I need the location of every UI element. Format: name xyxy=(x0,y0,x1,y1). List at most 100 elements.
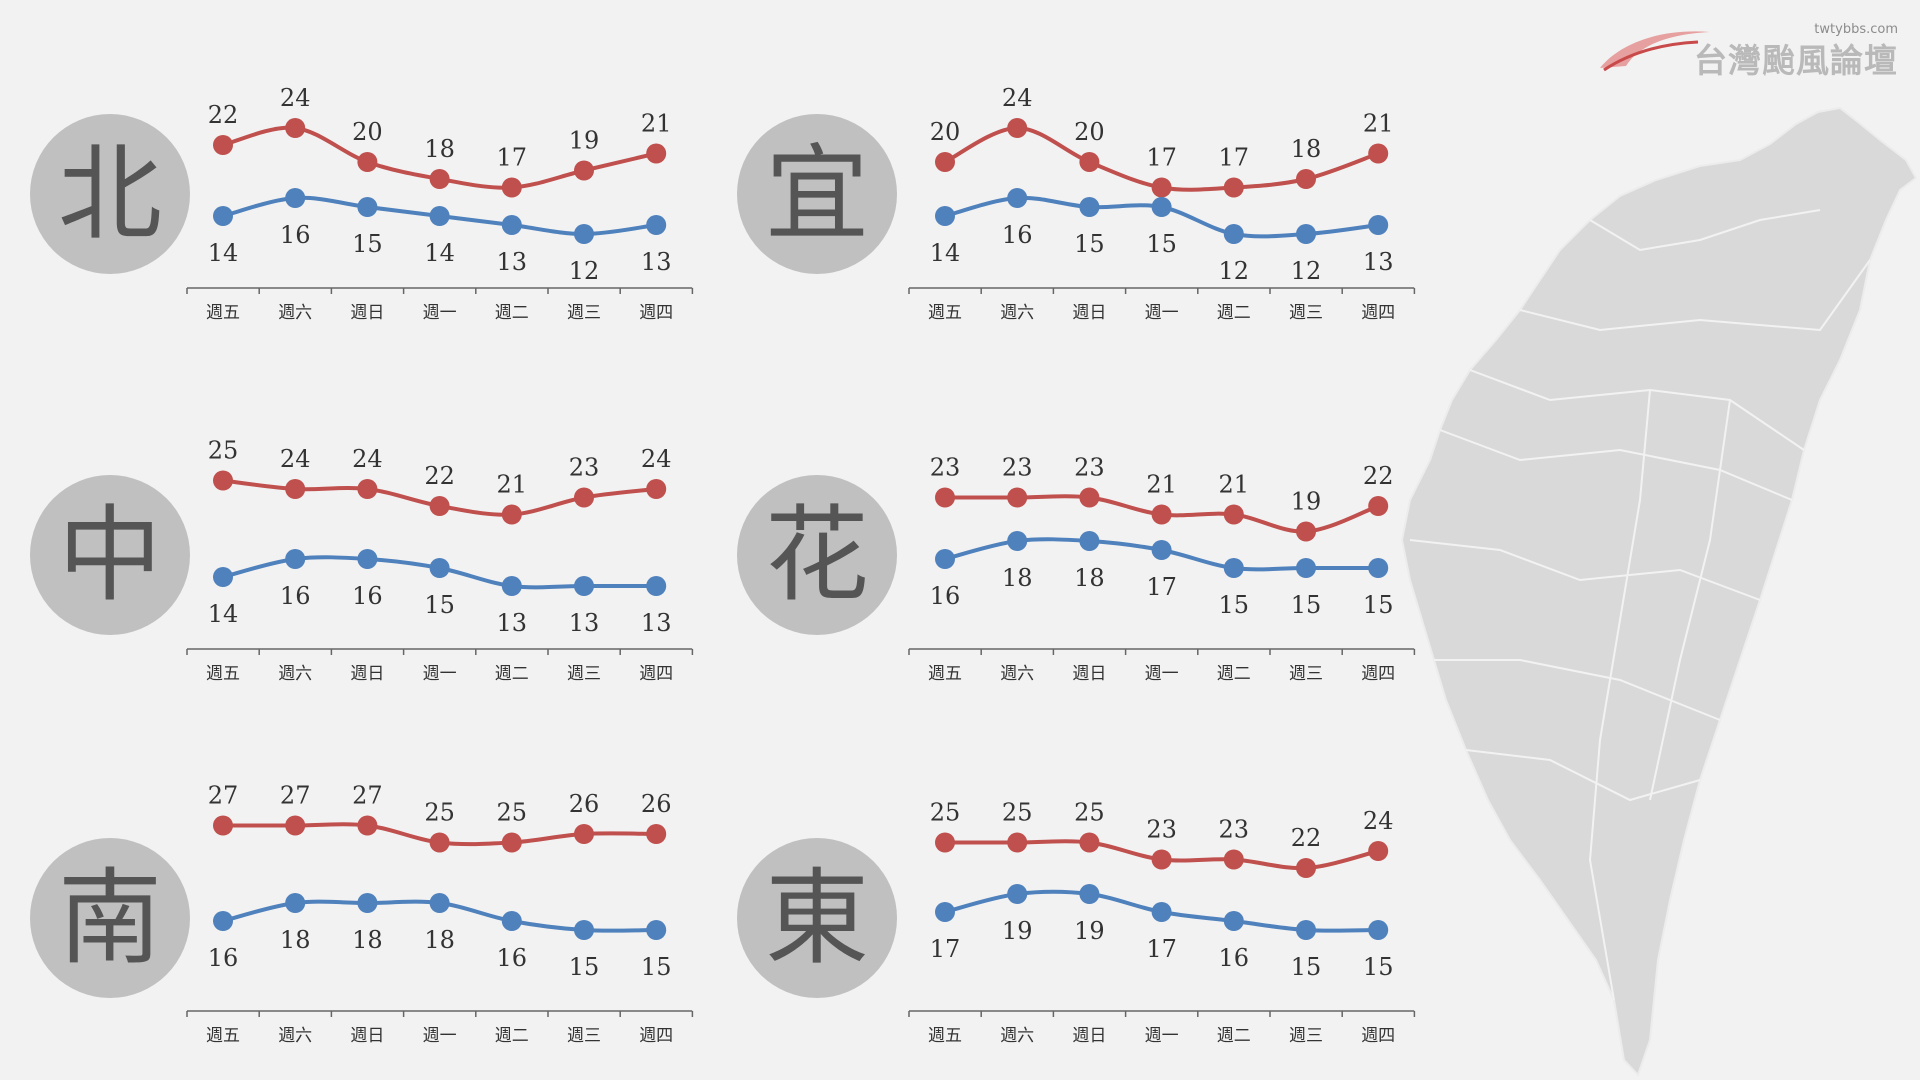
high-point xyxy=(1007,832,1028,853)
region-badge: 南 xyxy=(30,838,190,998)
low-data-label: 14 xyxy=(208,239,239,267)
high-point xyxy=(1079,487,1100,508)
low-data-label: 13 xyxy=(497,248,528,276)
x-tick-label: 週四 xyxy=(1361,303,1395,323)
low-data-label: 17 xyxy=(1146,573,1177,601)
x-tick-label: 週二 xyxy=(1217,664,1251,684)
region-badge: 中 xyxy=(30,475,190,635)
low-data-label: 15 xyxy=(1291,591,1322,619)
high-point xyxy=(574,160,594,181)
low-data-label: 16 xyxy=(280,221,311,249)
high-point xyxy=(1223,849,1244,870)
high-point xyxy=(935,152,955,172)
low-point xyxy=(1151,197,1172,217)
low-data-label: 15 xyxy=(1219,591,1250,619)
high-data-label: 23 xyxy=(1146,816,1177,844)
high-data-label: 23 xyxy=(1219,816,1250,844)
high-point xyxy=(1151,177,1172,198)
high-data-label: 24 xyxy=(1002,84,1033,112)
high-point xyxy=(646,479,667,499)
high-data-label: 24 xyxy=(1363,807,1394,835)
high-point xyxy=(1296,858,1316,878)
low-data-label: 13 xyxy=(497,609,528,637)
high-point xyxy=(646,824,667,844)
low-point xyxy=(285,893,306,913)
x-tick-label: 週六 xyxy=(1000,303,1034,323)
high-point xyxy=(1368,496,1389,516)
low-data-label: 13 xyxy=(569,609,600,637)
low-point xyxy=(501,911,522,931)
low-data-label: 19 xyxy=(1074,917,1105,945)
low-point xyxy=(429,893,450,913)
low-data-label: 14 xyxy=(208,600,239,628)
low-data-label: 12 xyxy=(569,257,600,285)
high-data-label: 26 xyxy=(569,790,600,818)
x-tick-label: 週六 xyxy=(1000,1026,1034,1046)
high-data-label: 19 xyxy=(569,127,600,155)
low-data-label: 15 xyxy=(569,953,600,981)
high-data-label: 25 xyxy=(1074,799,1105,827)
x-tick-label: 週五 xyxy=(206,303,240,323)
high-data-label: 19 xyxy=(1291,488,1322,516)
high-data-label: 25 xyxy=(424,799,455,827)
low-data-label: 15 xyxy=(1146,230,1177,258)
low-point xyxy=(501,215,522,235)
low-point xyxy=(574,224,594,244)
low-data-label: 15 xyxy=(352,230,383,258)
x-tick-label: 週五 xyxy=(206,664,240,684)
low-point xyxy=(1079,197,1100,217)
high-point xyxy=(285,479,306,499)
low-data-label: 15 xyxy=(1074,230,1105,258)
high-data-label: 27 xyxy=(280,782,311,810)
x-tick-label: 週五 xyxy=(928,303,962,323)
x-tick-label: 週三 xyxy=(567,1026,601,1046)
site-logo: twtybbs.com 台灣颱風論壇 xyxy=(1598,18,1898,80)
low-data-label: 18 xyxy=(352,926,383,954)
high-data-label: 22 xyxy=(424,462,455,490)
high-data-label: 22 xyxy=(1363,462,1394,490)
low-data-label: 19 xyxy=(1002,917,1033,945)
high-data-label: 24 xyxy=(641,445,672,473)
high-data-label: 17 xyxy=(1146,144,1177,172)
region-badge: 北 xyxy=(30,114,190,274)
x-tick-label: 週日 xyxy=(1072,1026,1106,1046)
low-point xyxy=(1007,188,1028,208)
high-point xyxy=(501,504,522,525)
region-badge: 花 xyxy=(737,475,897,635)
x-tick-label: 週三 xyxy=(1289,303,1323,323)
high-data-label: 25 xyxy=(1002,799,1033,827)
low-data-label: 18 xyxy=(1074,564,1105,592)
low-point xyxy=(501,576,522,596)
high-point xyxy=(1368,143,1389,164)
x-tick-label: 週五 xyxy=(206,1026,240,1046)
high-data-label: 21 xyxy=(1146,471,1177,499)
high-point xyxy=(429,832,450,853)
high-data-label: 27 xyxy=(208,782,239,810)
x-tick-label: 週日 xyxy=(350,303,384,323)
high-data-label: 17 xyxy=(1219,144,1250,172)
high-point xyxy=(935,832,955,853)
chart-group: 週五 週六 週日 週一 週二 週三 週四 25 24 24 22 21 23 24 14 16 16 15 13 13… xyxy=(186,437,694,684)
low-point xyxy=(285,188,306,208)
low-point xyxy=(1368,558,1389,578)
high-point xyxy=(1223,504,1244,525)
low-point xyxy=(429,206,450,226)
x-tick-label: 週六 xyxy=(278,1026,312,1046)
low-data-label: 16 xyxy=(280,582,311,610)
high-point xyxy=(1151,849,1172,870)
x-tick-label: 週一 xyxy=(1145,664,1179,684)
high-point xyxy=(429,496,450,516)
low-point xyxy=(213,567,233,587)
high-point xyxy=(213,815,233,836)
low-point xyxy=(1368,215,1389,235)
high-point xyxy=(646,143,667,164)
low-data-label: 15 xyxy=(1363,953,1394,981)
x-tick-label: 週四 xyxy=(1361,664,1395,684)
high-data-label: 23 xyxy=(930,454,961,482)
low-data-label: 12 xyxy=(1291,257,1322,285)
low-data-label: 14 xyxy=(930,239,961,267)
low-point xyxy=(1368,920,1389,940)
